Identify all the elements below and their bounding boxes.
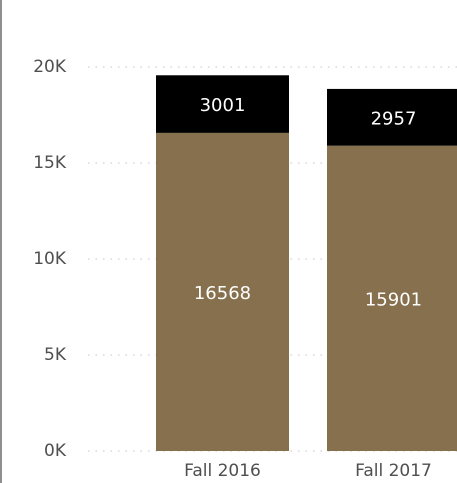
y-tick-label: 15K [33,153,67,173]
x-category-label: Fall 2016 [184,461,261,481]
y-tick-label: 10K [33,249,67,269]
bar-segment [327,145,457,451]
y-tick-label: 5K [44,345,67,365]
data-label: 15901 [365,289,422,310]
bar-segment [156,132,289,451]
left-border [0,0,2,483]
y-tick-label: 0K [44,441,67,461]
data-label: 16568 [194,283,251,304]
y-tick-label: 20K [33,57,67,77]
bar-segment [156,75,289,133]
data-label: 3001 [200,95,246,116]
data-label: 2957 [371,108,417,129]
bar-segment [327,88,457,146]
x-category-label: Fall 2017 [355,461,432,481]
